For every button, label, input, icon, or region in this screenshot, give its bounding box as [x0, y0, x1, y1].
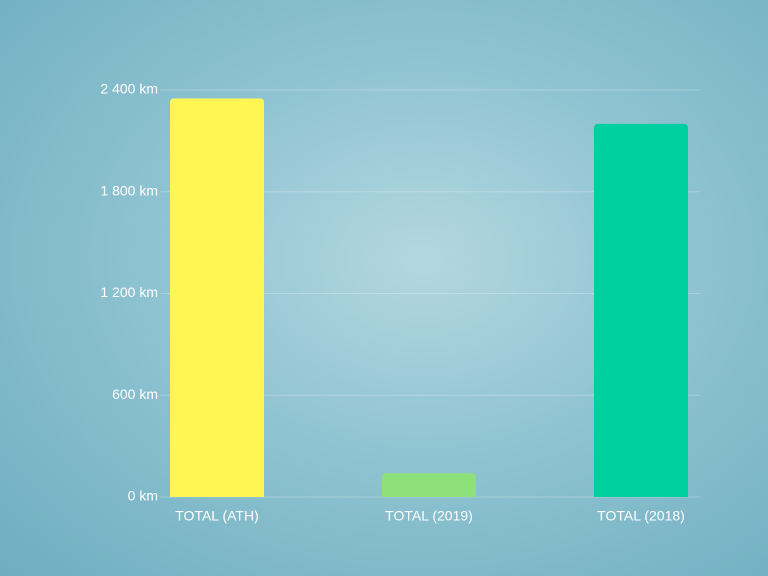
y-tick-label: 0 km: [128, 488, 158, 504]
y-tick-label: 1 800 km: [100, 182, 158, 198]
bar: [594, 123, 688, 498]
bar: [382, 473, 476, 497]
x-tick-label: TOTAL (2018): [597, 508, 685, 524]
x-tick-label: TOTAL (2019): [385, 508, 473, 524]
y-tick-label: 600 km: [112, 386, 158, 402]
y-tick-label: 1 200 km: [100, 284, 158, 300]
y-tick-label: 2 400 km: [100, 81, 158, 97]
bar: [170, 98, 264, 498]
x-tick-label: TOTAL (ATH): [175, 508, 258, 524]
